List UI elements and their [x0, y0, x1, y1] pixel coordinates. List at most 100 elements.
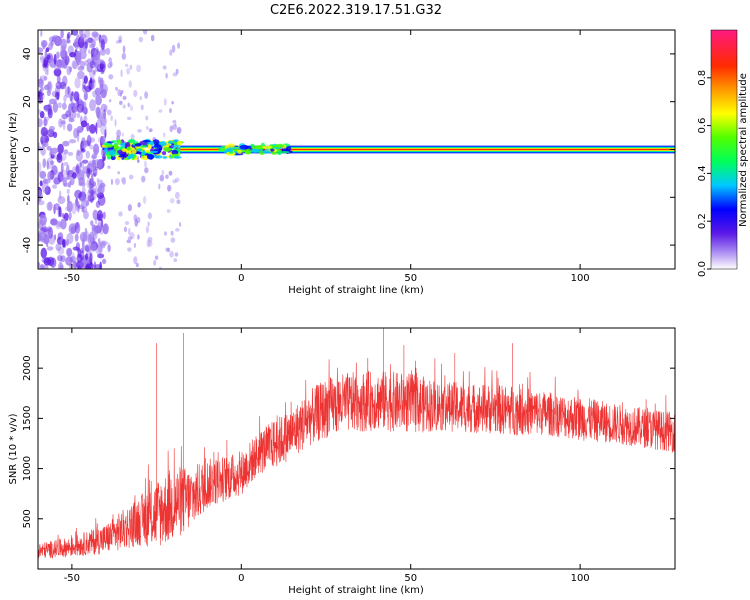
noise-blob — [139, 96, 143, 101]
noise-blob — [94, 216, 98, 225]
noise-blob — [127, 236, 133, 241]
noise-blob — [89, 99, 96, 112]
noise-blob — [57, 143, 64, 154]
x-tick-label: -50 — [64, 573, 80, 584]
noise-blob — [130, 133, 135, 141]
noise-blob — [90, 177, 94, 184]
noise-blob — [45, 241, 49, 248]
noise-blob — [136, 216, 141, 224]
noise-blob — [136, 155, 140, 164]
colorbar-gradient — [710, 29, 738, 270]
noise-blob — [74, 189, 82, 199]
noise-blob — [38, 78, 44, 88]
noise-blob — [97, 242, 103, 253]
noise-blob — [96, 210, 103, 222]
noise-blob — [44, 185, 51, 196]
noise-blob — [145, 115, 149, 121]
weak-signal-blob — [140, 141, 148, 146]
noise-blob — [66, 232, 74, 245]
noise-blob — [52, 131, 58, 139]
noise-blob — [68, 139, 77, 144]
noise-blob — [101, 258, 107, 265]
noise-blob — [122, 45, 126, 54]
noise-blob — [56, 51, 60, 59]
noise-blob — [84, 85, 92, 93]
noise-blob — [76, 70, 85, 80]
noise-blob — [47, 82, 52, 90]
noise-blob — [169, 197, 175, 204]
noise-blob — [97, 111, 105, 120]
noise-blob — [95, 185, 98, 196]
noise-blob — [50, 160, 55, 166]
noise-blob — [87, 188, 95, 200]
noise-blob — [71, 91, 74, 97]
weak-signal-blob — [173, 156, 182, 159]
colorbar-tick-label: 0.2 — [697, 213, 708, 229]
noise-blob — [46, 145, 52, 151]
noise-blob — [108, 99, 112, 103]
noise-blob — [83, 90, 88, 101]
noise-blob — [130, 105, 133, 112]
y-tick-label: 2000 — [22, 355, 33, 380]
noise-blob — [172, 72, 178, 77]
noise-blob — [148, 240, 153, 247]
x-tick-label: 50 — [404, 273, 417, 284]
noise-blob — [96, 177, 100, 183]
noise-blob — [126, 239, 132, 244]
noise-blob — [174, 177, 180, 183]
noise-blob — [100, 39, 105, 50]
noise-blob — [86, 167, 91, 179]
noise-blob — [97, 76, 101, 83]
noise-blob — [62, 238, 66, 248]
noise-blob — [46, 89, 51, 97]
noise-blob — [84, 41, 89, 49]
weak-signal-blob — [239, 144, 249, 150]
noise-blob — [75, 200, 80, 212]
weak-signal-blob — [113, 145, 120, 150]
weak-signal-blob — [168, 145, 174, 149]
noise-blob — [40, 127, 49, 137]
spectrogram-ticks: -50 0 50 100 -40 -20 0 20 40 — [22, 30, 675, 284]
weak-signal-blob — [162, 146, 172, 152]
noise-blob — [53, 53, 57, 65]
noise-blob — [69, 102, 77, 108]
noise-blob — [38, 261, 41, 269]
noise-blob — [92, 90, 98, 98]
noise-blob — [87, 79, 95, 91]
noise-blob — [105, 47, 111, 55]
noise-blob — [148, 128, 153, 133]
noise-blob — [74, 39, 77, 48]
spectrogram-panel: -50 0 50 100 -40 -20 0 20 40 Height of straight … — [8, 29, 676, 296]
noise-blob — [103, 104, 109, 113]
noise-blob — [89, 60, 96, 69]
weak-signal-blob — [237, 149, 242, 154]
noise-blob — [169, 49, 173, 56]
noise-blob — [158, 183, 161, 190]
noise-blob — [39, 75, 42, 85]
y-tick-label: 20 — [22, 95, 33, 108]
noise-blob — [90, 243, 97, 252]
noise-blob — [71, 30, 79, 36]
spectrogram-frame — [37, 29, 676, 270]
noise-blob — [69, 51, 76, 58]
weak-signal-blob — [245, 150, 250, 154]
noise-blob — [81, 206, 85, 213]
noise-blob — [121, 52, 127, 60]
noise-blob — [49, 125, 55, 132]
noise-blob — [64, 86, 72, 98]
noise-blob — [62, 140, 70, 147]
noise-blob — [66, 123, 73, 132]
weak-signal-blob — [154, 154, 163, 159]
noise-blob — [79, 161, 83, 168]
noise-blob — [140, 104, 144, 111]
weak-signal-blob — [108, 149, 116, 156]
noise-blob — [75, 150, 83, 162]
noise-blob — [122, 177, 126, 185]
noise-blob — [92, 172, 96, 177]
noise-blob — [137, 129, 142, 133]
noise-blob — [97, 179, 104, 189]
noise-blob — [39, 214, 47, 226]
noise-blob — [57, 102, 62, 109]
noise-blob — [138, 201, 141, 208]
weak-signal-blob — [234, 153, 244, 156]
